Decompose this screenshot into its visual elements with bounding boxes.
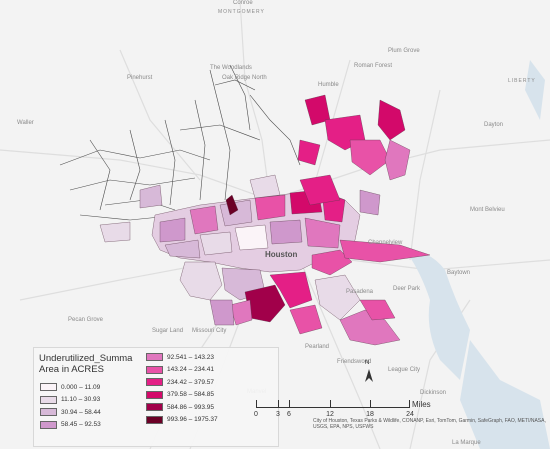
legend-item: 584.86 – 993.95 <box>146 401 218 414</box>
place-label-channelview: Channelview <box>368 240 403 246</box>
scale-tick-label: 12 <box>326 411 334 418</box>
place-label-conroe: Conroe <box>233 0 253 6</box>
legend-item: 92.541 – 143.23 <box>146 351 218 364</box>
attribution-text: City of Houston, Texas Parks & Wildlife,… <box>313 418 546 430</box>
legend-swatch <box>40 420 57 429</box>
place-label-the-woodlands: The Woodlands <box>210 65 252 71</box>
legend-label: 584.86 – 993.95 <box>167 403 214 411</box>
legend-swatch <box>146 390 163 399</box>
place-label-la-marque: La Marque <box>452 440 481 446</box>
north-label: N <box>365 360 370 366</box>
legend-item: 993.96 – 1975.37 <box>146 414 218 427</box>
place-label-deer-park: Deer Park <box>393 286 421 292</box>
legend-item: 379.58 – 584.85 <box>146 389 218 402</box>
scale-tick-label: 24 <box>406 411 414 418</box>
place-label-plum-grove: Plum Grove <box>388 48 420 54</box>
legend-item: 58.45 – 92.53 <box>40 419 101 432</box>
legend-label: 0.000 – 11.09 <box>61 383 101 391</box>
legend-item: 143.24 – 234.41 <box>146 364 218 377</box>
place-label-dickinson: Dickinson <box>420 390 447 396</box>
legend-label: 234.42 – 379.57 <box>167 378 214 386</box>
place-label-dayton: Dayton <box>484 122 504 128</box>
legend-swatch <box>40 408 57 417</box>
place-label-sugar-land: Sugar Land <box>152 328 184 334</box>
legend-swatch <box>146 415 163 424</box>
place-label-pinehurst: Pinehurst <box>127 75 153 81</box>
scale-segment <box>256 400 278 408</box>
legend-label: 993.96 – 1975.37 <box>167 416 218 424</box>
place-label-pecan-grove: Pecan Grove <box>68 317 104 323</box>
legend-label: 143.24 – 234.41 <box>167 366 214 374</box>
place-label-pearland: Pearland <box>305 344 330 350</box>
place-label-liberty: LIBERTY <box>508 78 536 84</box>
legend-label: 11.10 – 30.93 <box>61 396 101 404</box>
place-label-league-city: League City <box>388 367 421 373</box>
scale-tick-label: 6 <box>287 411 291 418</box>
place-label-baytown: Baytown <box>447 270 471 276</box>
legend-label: 30.94 – 58.44 <box>61 408 101 416</box>
legend-title-line: Underutilized_Summa <box>39 353 133 364</box>
legend-column-left: 0.000 – 11.09 11.10 – 30.93 30.94 – 58.44 5… <box>40 381 101 431</box>
legend-title: Underutilized_Summa Area in ACRES <box>39 353 132 375</box>
legend-item: 0.000 – 11.09 <box>40 381 101 394</box>
scale-segment <box>370 400 410 408</box>
scale-segment <box>330 400 370 408</box>
legend-swatch <box>146 378 163 387</box>
scale-bar: 0 3 6 12 18 24 Miles <box>252 400 431 424</box>
place-label-roman-forest: Roman Forest <box>354 63 393 69</box>
scale-unit-label: Miles <box>412 400 431 409</box>
place-label-missouri-city: Missouri City <box>192 328 227 334</box>
north-arrow-icon <box>365 369 373 382</box>
legend-column-right: 92.541 – 143.23 143.24 – 234.41 234.42 – 3… <box>146 351 218 426</box>
legend-swatch <box>146 353 163 362</box>
legend-swatch <box>40 383 57 392</box>
legend-item: 234.42 – 379.57 <box>146 376 218 389</box>
legend-label: 92.541 – 143.23 <box>167 353 214 361</box>
place-label-houston: Houston <box>265 250 298 259</box>
place-label-waller: Waller <box>17 120 34 126</box>
legend-title-line: Area in ACRES <box>39 364 104 375</box>
place-label-humble: Humble <box>318 82 339 88</box>
place-label-mont-belvieu: Mont Belvieu <box>470 207 505 213</box>
map-legend: Underutilized_Summa Area in ACRES 0.000 –… <box>33 347 279 447</box>
legend-label: 379.58 – 584.85 <box>167 391 214 399</box>
place-label-oak-ridge-north: Oak Ridge North <box>222 75 267 81</box>
place-label-pasadena: Pasadena <box>346 289 374 295</box>
legend-swatch <box>40 395 57 404</box>
legend-swatch <box>146 403 163 412</box>
scale-segment <box>289 400 330 408</box>
scale-tick-label: 0 <box>254 411 258 418</box>
north-arrow: N <box>363 360 375 386</box>
place-label-montgomery: MONTGOMERY <box>218 9 265 15</box>
legend-item: 11.10 – 30.93 <box>40 394 101 407</box>
legend-swatch <box>146 365 163 374</box>
scale-tick-label: 18 <box>366 411 374 418</box>
scale-segment <box>278 400 289 408</box>
place-label-friendswood: Friendswood <box>337 359 372 365</box>
legend-label: 58.45 – 92.53 <box>61 421 101 429</box>
scale-tick-label: 3 <box>276 411 280 418</box>
legend-item: 30.94 – 58.44 <box>40 406 101 419</box>
